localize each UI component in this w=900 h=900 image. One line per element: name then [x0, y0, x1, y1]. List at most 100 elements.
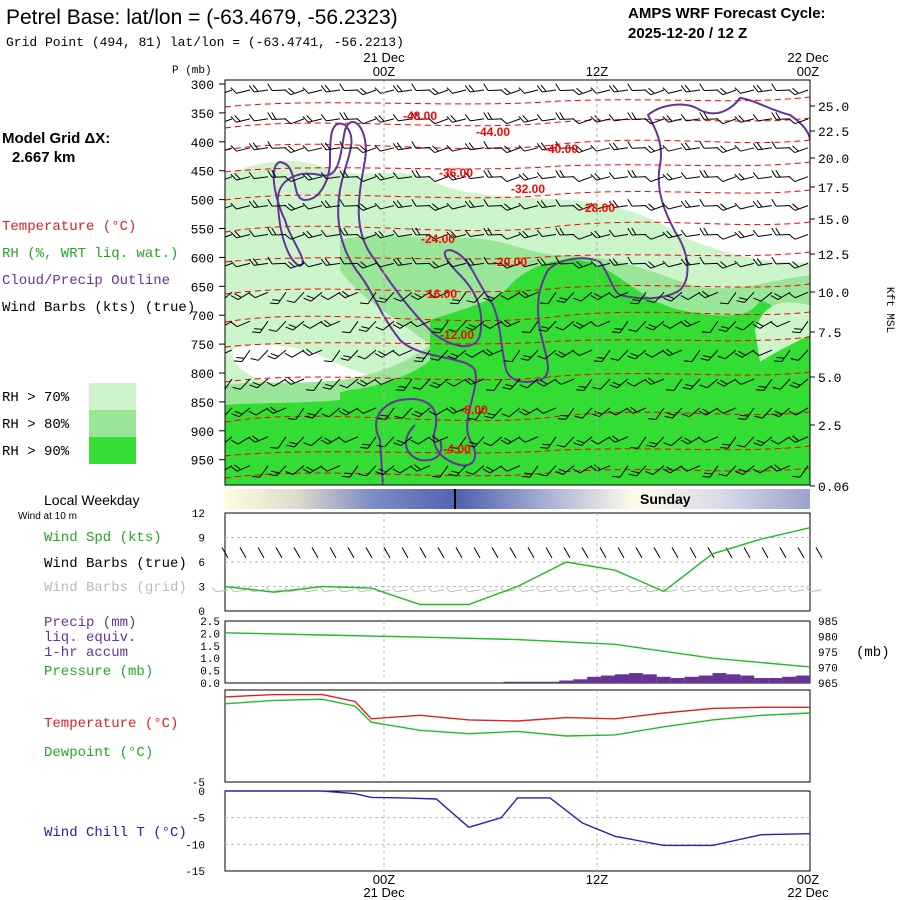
precip-panel-frame	[224, 620, 811, 684]
wind-barb	[770, 464, 791, 472]
wind-barb-flag	[704, 472, 713, 475]
surface-barb-flag	[679, 587, 685, 593]
wind-barb-flag	[578, 385, 587, 388]
cloud-outline-2	[405, 424, 443, 462]
wind-barb-flag	[555, 471, 564, 475]
wind-barb	[464, 114, 485, 122]
wind-barb-flag	[500, 233, 508, 240]
wind-barb-staff	[564, 436, 575, 448]
wind-barb-staff	[225, 465, 233, 474]
wind-barb-flag	[234, 230, 241, 238]
wind-barb	[644, 377, 665, 385]
legend-rh: RH (%, WRT liq. wat.)	[2, 246, 178, 262]
wind-barb-flag	[522, 290, 530, 297]
isotherm-line	[225, 139, 810, 151]
wind-barb	[680, 291, 701, 300]
wind-barb-flag	[432, 203, 439, 210]
wind-barb-flag	[788, 175, 796, 182]
wind-barb-staff	[254, 291, 269, 299]
wind-barb-flag	[360, 203, 367, 210]
wind-barb	[302, 202, 323, 210]
wind-barb-flag	[756, 84, 763, 92]
wind-barb	[680, 200, 701, 209]
wind-barb-flag	[572, 468, 581, 474]
wind-barb	[572, 87, 593, 96]
pressure-tick-950: 950	[191, 454, 214, 469]
wind-barb	[484, 407, 503, 419]
wind-barb	[339, 141, 359, 149]
pressure-tick-600: 600	[191, 251, 214, 266]
surface-barb-staff	[239, 547, 247, 559]
wind-barb-flag	[608, 114, 615, 122]
wind-barb-staff	[434, 262, 449, 269]
wind-barb-flag	[272, 299, 281, 301]
wind-barb-staff	[763, 378, 773, 391]
isotherm-line	[225, 336, 810, 348]
wind-barb-flag	[666, 172, 673, 180]
wind-barb-staff	[690, 378, 701, 390]
wind-barb-flag	[664, 415, 673, 419]
wind-barb-staff	[583, 378, 593, 391]
wind-barb-staff	[492, 407, 503, 419]
wind-barb-flag	[776, 357, 785, 359]
wind-barb-staff	[308, 262, 323, 268]
surface-barb-staff	[738, 589, 751, 593]
wind-barb-flag	[503, 360, 513, 363]
wind-barb-staff	[382, 465, 395, 475]
wind-barb-flag	[233, 360, 243, 363]
wind-barb-flag	[752, 143, 759, 151]
wind-barb-flag	[339, 83, 345, 91]
wind-barb-flag	[648, 377, 656, 384]
wind-barb-staff	[470, 262, 485, 266]
wind-barb-staff	[686, 89, 701, 93]
wind-barb-flag	[756, 142, 763, 150]
wind-barb-flag	[627, 355, 636, 360]
wind-barb-flag	[378, 230, 385, 238]
wind-barb-flag	[775, 227, 781, 236]
wind-barb-flag	[752, 85, 759, 93]
wind-barb	[267, 83, 287, 91]
surface-barb-staff	[342, 589, 355, 593]
wind-barb	[608, 114, 629, 122]
wind-barb	[662, 202, 683, 210]
wind-barb-flag	[702, 290, 710, 297]
wind-barb-flag	[649, 441, 658, 445]
wind-barb-flag	[681, 413, 690, 418]
wind-barb-flag	[792, 87, 799, 94]
wind-barb-flag	[393, 442, 402, 447]
wind-barb-flag	[432, 435, 440, 442]
wind-barb-staff	[672, 407, 683, 419]
wind-barb-flag	[392, 114, 399, 122]
wind-barb-flag	[716, 146, 724, 153]
wind-barb	[662, 172, 683, 181]
pressure-tick-400: 400	[191, 136, 214, 151]
wind-barb	[770, 320, 791, 328]
wind-barb-staff	[436, 378, 449, 389]
wind-barb	[322, 378, 341, 390]
wind-barb-staff	[669, 320, 683, 329]
wind-barb-staff	[618, 349, 629, 361]
wind-barb-flag	[303, 442, 312, 447]
wind-barb-staff	[402, 407, 413, 419]
surface-barb-grid	[445, 587, 463, 593]
wind-barb	[698, 290, 719, 299]
wind-barb-flag	[753, 297, 762, 302]
surface-barb-grid	[427, 587, 445, 593]
wind-barb-flag	[284, 352, 293, 358]
wind-barb	[608, 258, 629, 266]
surface-barb-true	[707, 547, 715, 559]
wind-barb-flag	[684, 258, 691, 266]
wind-barb-staff	[399, 465, 413, 474]
wind-barb-staff	[524, 118, 539, 123]
wind-barb-staff	[650, 118, 665, 125]
wind-barb-staff	[470, 234, 485, 237]
wind-barb	[608, 142, 629, 151]
wind-barb-flag	[378, 172, 385, 180]
wind-barb-staff	[686, 262, 701, 266]
wind-barb-staff	[434, 118, 449, 125]
wind-barb-flag	[374, 173, 381, 181]
surface-barb-staff	[779, 547, 787, 559]
surface-barb-true	[815, 547, 823, 559]
wind-barb-flag	[662, 116, 669, 123]
wind-barb-flag	[323, 360, 333, 363]
